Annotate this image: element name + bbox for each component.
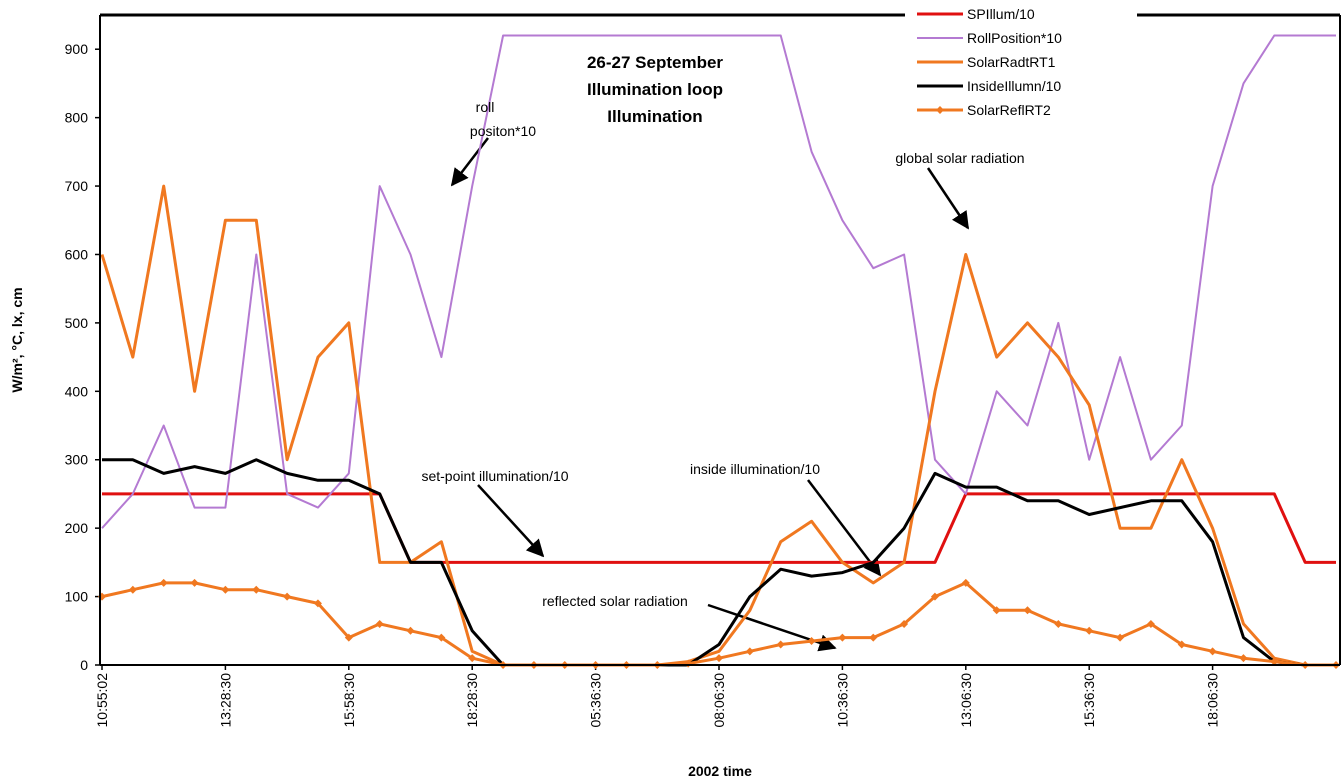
data-point xyxy=(1177,640,1186,649)
legend-label: RollPosition*10 xyxy=(967,30,1062,46)
data-point xyxy=(1270,657,1279,666)
annotation-arrows xyxy=(450,137,970,652)
y-tick-label: 200 xyxy=(65,520,89,536)
data-point xyxy=(1085,626,1094,635)
legend-label: InsideIllumn/10 xyxy=(967,78,1061,94)
y-tick-label: 0 xyxy=(80,657,88,673)
data-point xyxy=(1208,647,1217,656)
series-line xyxy=(102,458,1336,667)
chart-title: Illumination loop xyxy=(587,80,723,99)
data-point xyxy=(406,626,415,635)
data-point xyxy=(221,585,230,594)
y-tick-label: 800 xyxy=(65,110,89,126)
data-point xyxy=(1054,619,1063,628)
annotation: inside illumination/10 xyxy=(690,461,820,477)
annotation: set-point illumination/10 xyxy=(421,468,568,484)
legend-label: SPIllum/10 xyxy=(967,6,1035,22)
data-point xyxy=(1146,619,1155,628)
series-line xyxy=(101,34,1336,529)
x-tick-label: 18:06:30 xyxy=(1205,673,1221,728)
y-tick-label: 400 xyxy=(65,383,89,399)
data-point xyxy=(992,606,1001,615)
annotation: positon*10 xyxy=(470,123,536,139)
y-tick-label: 900 xyxy=(65,41,89,57)
x-tick-label: 13:06:30 xyxy=(958,673,974,728)
data-point xyxy=(313,599,322,608)
x-axis-label: 2002 time xyxy=(688,763,752,779)
x-tick-label: 15:58:30 xyxy=(341,673,357,728)
data-point xyxy=(900,619,909,628)
chart-title: 26-27 September xyxy=(587,53,723,72)
x-tick-label: 10:36:30 xyxy=(834,673,850,728)
legend-label: SolarReflRT2 xyxy=(967,102,1051,118)
y-tick-label: 700 xyxy=(65,178,89,194)
annotation: roll xyxy=(476,99,495,115)
data-point xyxy=(869,633,878,642)
legend-marker xyxy=(936,106,944,114)
y-tick-label: 500 xyxy=(65,315,89,331)
data-point xyxy=(745,647,754,656)
data-point xyxy=(437,633,446,642)
data-point xyxy=(930,592,939,601)
data-point xyxy=(807,637,816,646)
series-line xyxy=(102,492,1336,564)
legend-label: SolarRadtRT1 xyxy=(967,54,1056,70)
data-point xyxy=(715,654,723,663)
data-point xyxy=(1023,606,1032,615)
data-point xyxy=(1239,654,1248,663)
data-point xyxy=(375,619,384,628)
data-point xyxy=(776,640,785,649)
chart-title: Illumination xyxy=(607,107,702,126)
y-tick-label: 300 xyxy=(65,452,89,468)
data-point xyxy=(1116,633,1125,642)
data-point xyxy=(190,578,199,587)
x-tick-label: 10:55:02 xyxy=(94,673,110,728)
y-tick-label: 100 xyxy=(65,589,89,605)
data-point xyxy=(961,578,970,587)
data-point xyxy=(159,578,168,587)
data-point xyxy=(344,633,353,642)
data-point xyxy=(252,585,261,594)
data-point xyxy=(838,633,847,642)
annotation: reflected solar radiation xyxy=(542,593,688,609)
annotation: global solar radiation xyxy=(895,150,1024,166)
data-point xyxy=(283,592,292,601)
x-tick-label: 15:36:30 xyxy=(1081,673,1097,728)
y-axis-label: W/m², °C, lx, cm xyxy=(9,287,25,392)
series-line xyxy=(100,184,1336,667)
data-point xyxy=(468,654,477,663)
x-tick-label: 18:28:30 xyxy=(464,673,480,728)
y-tick-label: 600 xyxy=(65,246,89,262)
x-tick-label: 05:36:30 xyxy=(588,673,604,728)
x-tick-label: 13:28:30 xyxy=(217,673,233,728)
data-point xyxy=(128,585,137,594)
x-tick-label: 08:06:30 xyxy=(711,673,727,728)
